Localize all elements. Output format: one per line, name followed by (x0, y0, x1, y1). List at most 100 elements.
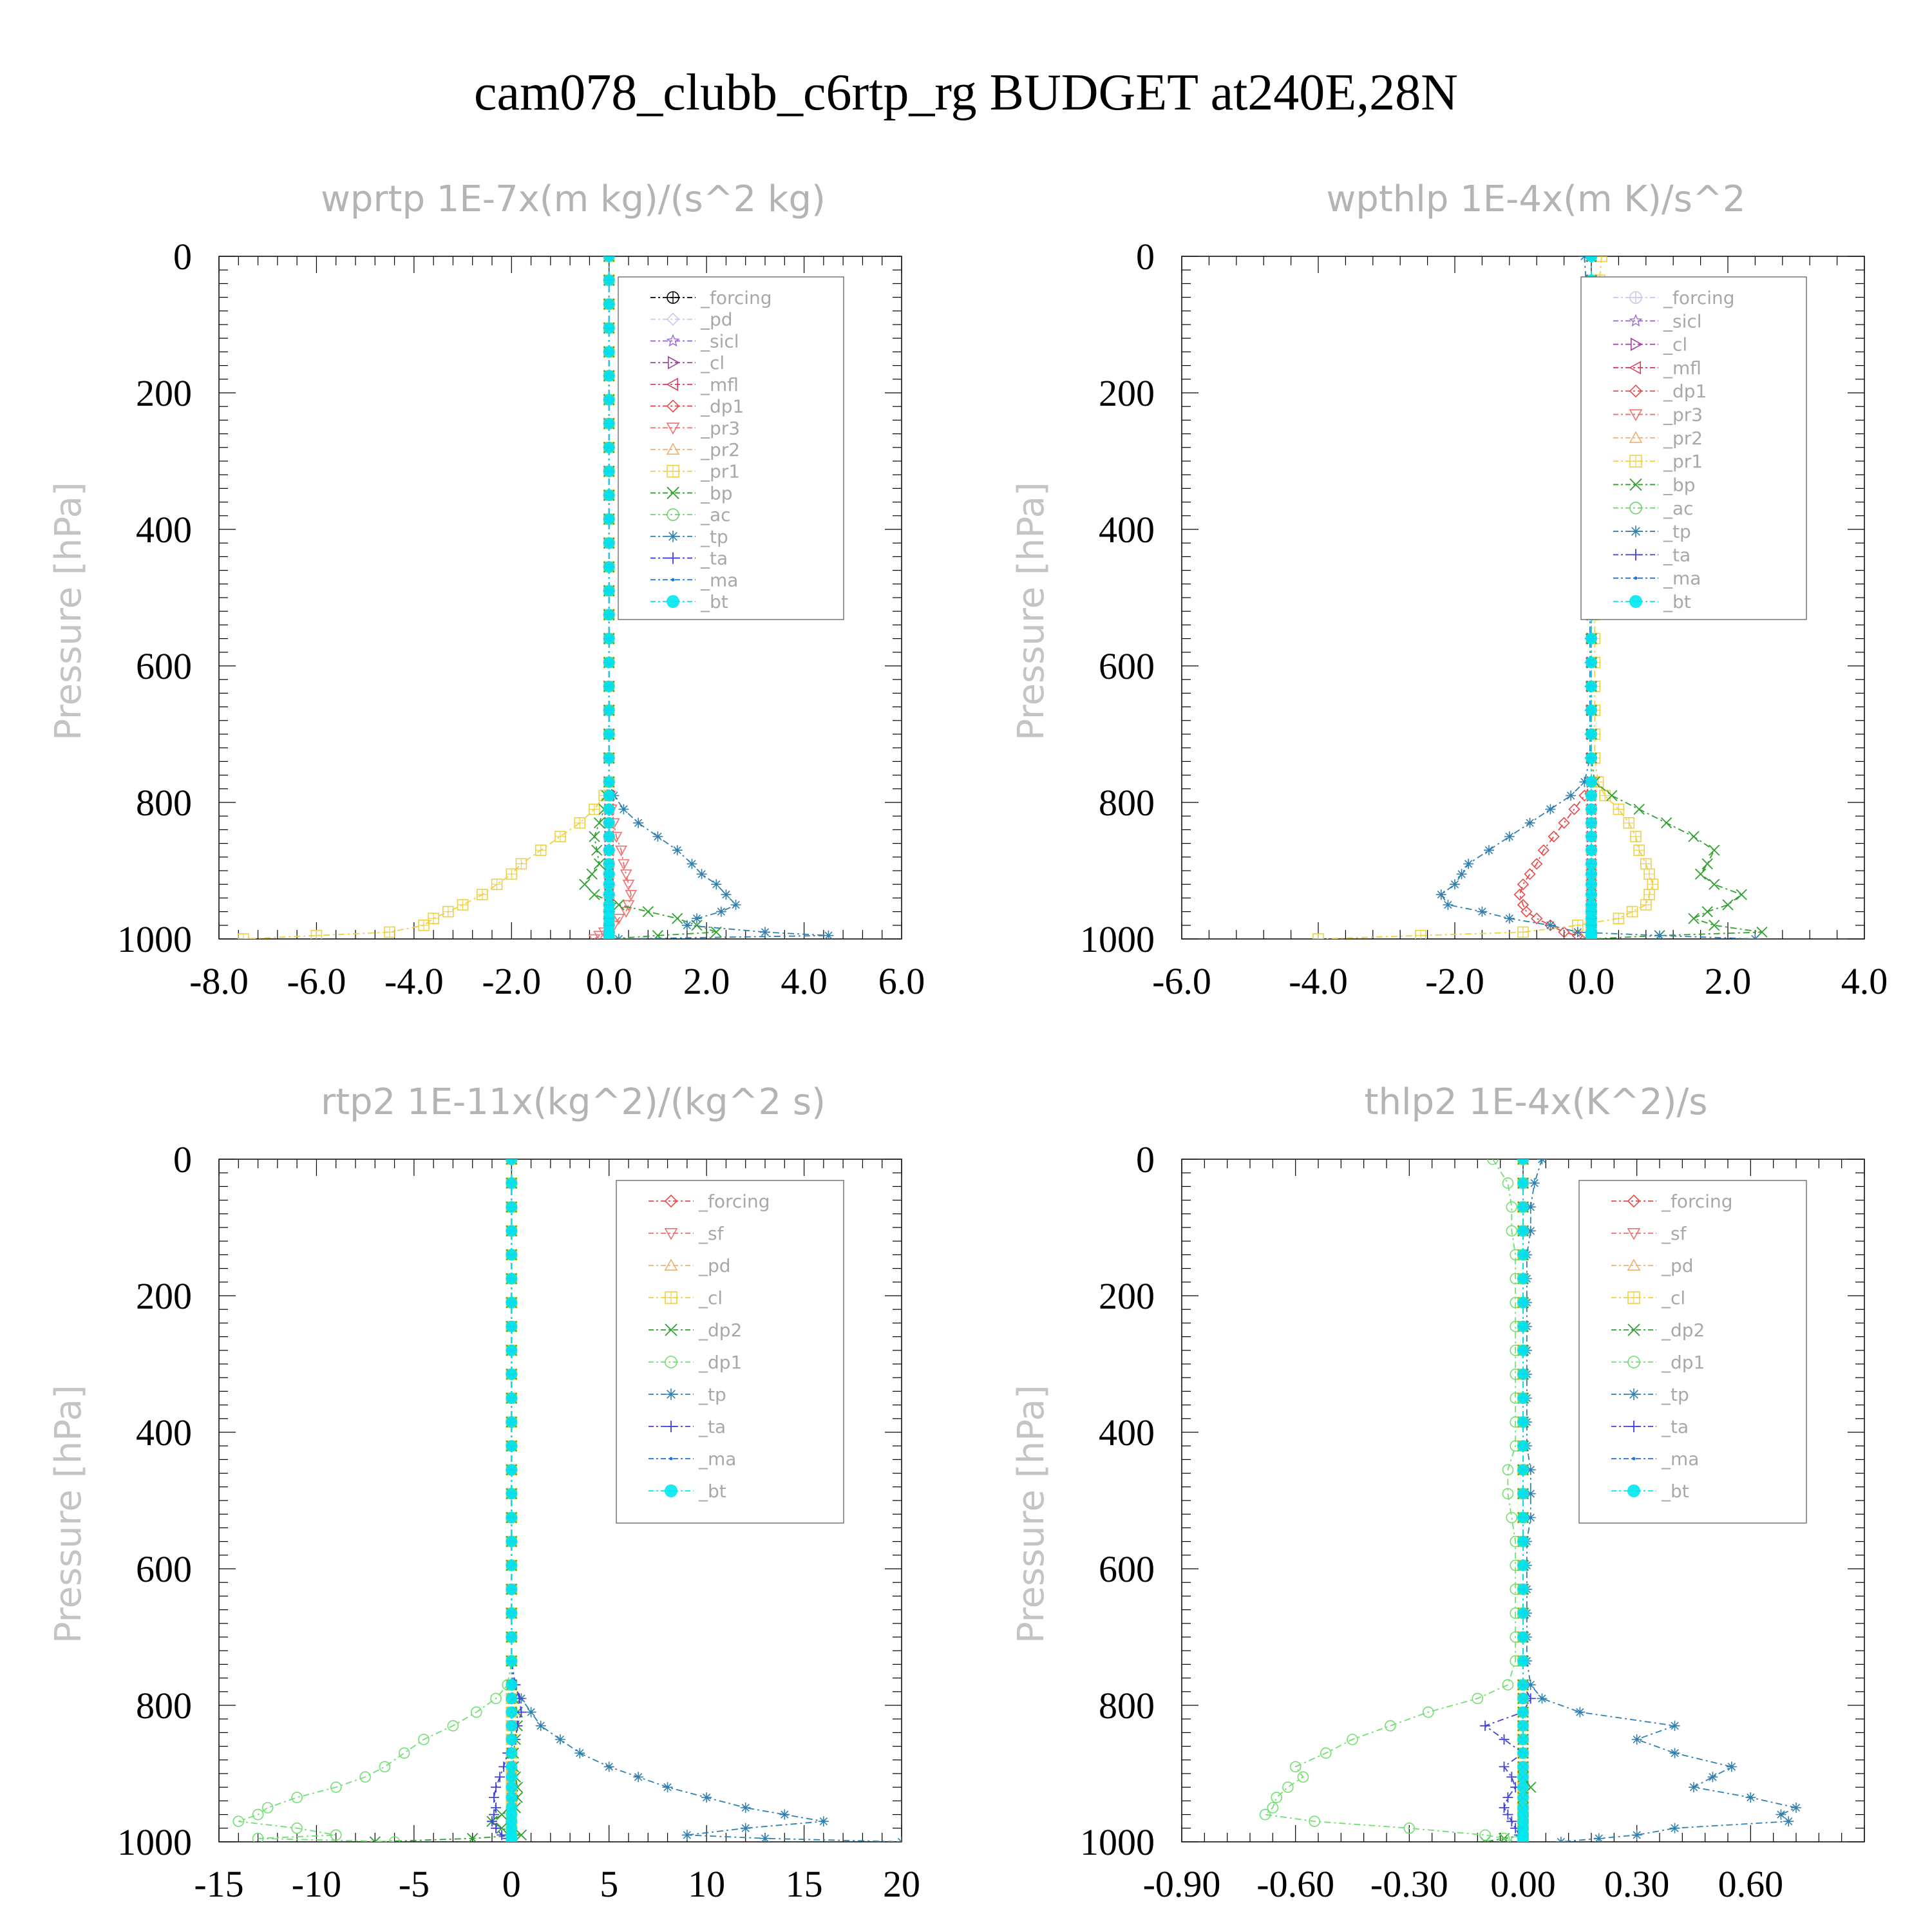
data-point-bt (506, 1296, 518, 1309)
data-point-dp1 (1422, 1706, 1434, 1718)
legend-box (618, 276, 844, 620)
legend-marker-ma (1632, 1457, 1636, 1461)
legend-marker-bt (1627, 1484, 1640, 1497)
legend-marker-forcing (1627, 1194, 1641, 1208)
data-point-bp (589, 889, 600, 900)
data-point-ta (497, 1830, 507, 1841)
data-point-bt (603, 680, 615, 692)
legend-marker-forcing (664, 1194, 678, 1208)
data-point-bt (1517, 1631, 1529, 1643)
data-point-bt (506, 1607, 518, 1619)
x-tick-label: -4.0 (1289, 960, 1348, 1002)
data-point-bt (1586, 752, 1597, 764)
data-point-bt (603, 561, 615, 573)
legend-label: _ma (1661, 1448, 1699, 1470)
data-point-dp1 (1320, 1747, 1332, 1759)
legend-label: _bt (700, 591, 728, 612)
data-point-dp1 (1502, 1679, 1514, 1690)
legend-label: _tp (1661, 1384, 1689, 1405)
legend-label: _dp1 (700, 396, 744, 417)
legend-label: _bp (700, 482, 733, 504)
data-point-tp (730, 900, 741, 910)
data-point-tp (574, 1748, 585, 1759)
legend-label: _ta (698, 1416, 726, 1437)
y-tick-label: 400 (1099, 1412, 1155, 1454)
data-point-bt (506, 1159, 518, 1165)
data-point-tp (1654, 930, 1665, 939)
y-tick-label: 800 (136, 1685, 192, 1727)
data-point-bt (603, 790, 615, 802)
data-point-tp (818, 1816, 829, 1827)
data-point-dp1 (330, 1781, 342, 1793)
data-point-bp (1688, 831, 1700, 842)
data-point-tp (1689, 1782, 1699, 1793)
data-point-bt (603, 752, 615, 764)
y-tick-label: 0 (173, 236, 192, 278)
data-point-pr1 (477, 889, 488, 900)
legend: _forcing _sf _pd _cl _dp2 _dp1 _tp _ta _ma _bt (1578, 1180, 1807, 1524)
legend-marker-dp1 (666, 399, 680, 413)
legend-marker-cl (1631, 337, 1643, 351)
data-point-bt (1586, 889, 1597, 901)
legend-label: _dp2 (698, 1320, 742, 1341)
legend: _forcing_pd_sicl_cl_mfl_dp1_pr3_pr2_pr1_… (618, 276, 844, 620)
data-point-bt (506, 1344, 518, 1356)
y-axis-label: Pressure [hPa] (1010, 1385, 1052, 1643)
data-point-dp1 (1531, 913, 1543, 925)
legend-label: _pr3 (1663, 404, 1703, 426)
data-point-dp1 (1548, 830, 1560, 843)
legend-marker-cl (668, 355, 680, 370)
data-point-pr1 (310, 929, 323, 939)
data-point-tp (1525, 1464, 1536, 1475)
data-point-dp1 (470, 1706, 482, 1718)
data-point-dp2 (496, 1823, 507, 1834)
data-point-dp1 (1506, 1225, 1518, 1237)
data-point-bt (1517, 1679, 1529, 1691)
data-point-bt (1517, 1792, 1529, 1804)
data-point-bt (603, 844, 615, 857)
legend-label: _ta (700, 548, 728, 569)
data-point-bt (1517, 1781, 1529, 1794)
data-point-ta (495, 1772, 506, 1783)
data-point-dp1 (261, 1802, 274, 1814)
x-tick-label: 0.0 (1568, 960, 1615, 1002)
data-point-dp1 (252, 1832, 264, 1842)
data-point-dp1 (1347, 1734, 1358, 1745)
data-point-bt (1586, 858, 1597, 870)
data-point-dp1 (1271, 1792, 1283, 1803)
legend-marker-tp (1630, 526, 1642, 538)
data-point-bt (1517, 1320, 1529, 1332)
data-point-bt (506, 1692, 518, 1705)
x-tick-label: -0.30 (1370, 1863, 1448, 1905)
legend-label: _ta (1661, 1416, 1689, 1437)
data-point-pr3 (620, 907, 632, 918)
x-tick-label: 20 (883, 1863, 920, 1905)
data-point-bt (1586, 878, 1597, 891)
y-tick-label: 0 (173, 1139, 192, 1180)
data-point-dp1 (1259, 1808, 1271, 1821)
x-tick-label: -2.0 (482, 960, 541, 1002)
y-tick-label: 400 (1099, 509, 1155, 551)
data-point-dp1 (1568, 803, 1580, 815)
data-point-bp (1722, 899, 1734, 911)
data-point-tp (1745, 1792, 1756, 1803)
legend-marker-dp2 (665, 1323, 677, 1336)
data-point-bp (1633, 803, 1645, 815)
data-point-bt (1517, 1511, 1529, 1524)
data-point-dp1 (232, 1815, 245, 1827)
legend-label: _dp1 (1663, 381, 1707, 402)
legend-marker-mfl (1629, 361, 1641, 375)
legend-marker-pr2 (1629, 431, 1643, 443)
legend-marker-ma (1634, 576, 1638, 580)
data-point-bt (506, 1535, 518, 1548)
legend-label: _pr2 (700, 439, 740, 460)
data-point-bt (1517, 1177, 1529, 1189)
data-point-tp (1593, 1833, 1604, 1842)
legend-marker-ma (671, 578, 675, 582)
legend-marker-cl (1627, 1291, 1640, 1304)
data-point-bt (506, 1440, 518, 1452)
legend-marker-mfl (666, 377, 678, 392)
data-point-pr3 (622, 880, 635, 891)
y-tick-label: 600 (136, 645, 192, 687)
data-point-dp1 (1520, 905, 1533, 918)
